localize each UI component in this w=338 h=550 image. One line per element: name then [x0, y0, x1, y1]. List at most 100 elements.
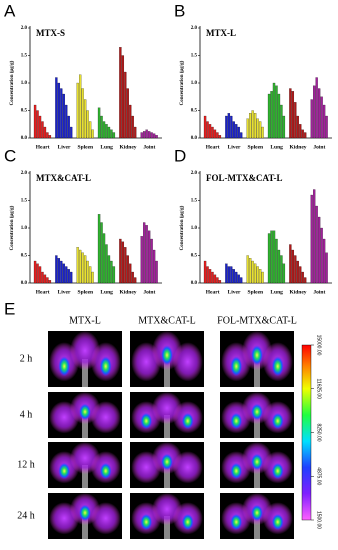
colorbar-tick-label: 8250.00	[316, 423, 322, 441]
bar	[129, 104, 132, 139]
colorbar	[301, 344, 312, 521]
bar	[119, 238, 122, 284]
bar	[150, 238, 153, 284]
x-tick-label: Joint	[313, 144, 325, 150]
x-tick-label: Spleen	[248, 289, 264, 295]
bar	[57, 258, 61, 284]
hotspot	[99, 462, 112, 480]
bar	[38, 266, 42, 284]
bar	[275, 85, 278, 139]
bar	[211, 126, 214, 139]
hotspot	[251, 345, 263, 366]
bar	[91, 129, 94, 139]
y-tick-label: 1.0	[191, 226, 198, 231]
colorbar-tick-label: 11625.00	[316, 379, 322, 400]
bar	[322, 104, 326, 139]
bar	[76, 82, 79, 139]
bar	[60, 260, 63, 284]
x-tick-label: Joint	[143, 144, 155, 150]
y-tick-label: 2.0	[191, 171, 198, 176]
bar	[110, 260, 113, 284]
bar	[145, 129, 148, 139]
bar	[213, 129, 217, 139]
bar	[55, 77, 58, 139]
bar	[100, 115, 103, 139]
bar	[129, 263, 132, 284]
bar	[261, 126, 264, 139]
hotspot	[230, 412, 243, 430]
x-tick-label: Liver	[228, 144, 241, 150]
bar	[227, 113, 231, 139]
bar	[112, 266, 116, 284]
y-tick-label: 1.5	[191, 54, 198, 59]
hotspot	[79, 403, 91, 421]
bar	[277, 93, 281, 139]
bar	[299, 266, 302, 284]
y-tick-label: 1.5	[21, 199, 28, 204]
bar	[280, 255, 283, 284]
bar	[267, 93, 271, 139]
bar	[131, 115, 134, 139]
bar	[46, 132, 49, 139]
bar	[140, 236, 143, 284]
bar	[65, 266, 68, 284]
bar	[203, 115, 207, 139]
y-tick-label: 0.5	[191, 109, 198, 114]
fluorescence-image	[130, 392, 204, 438]
bar	[275, 238, 278, 284]
panel-letter: B	[174, 1, 185, 20]
tail	[164, 465, 170, 488]
bar	[206, 121, 209, 139]
bar	[225, 263, 228, 284]
bar	[227, 266, 231, 284]
bar	[230, 266, 233, 284]
bar	[267, 233, 271, 284]
bar	[124, 247, 127, 284]
hotspot	[58, 356, 71, 377]
y-tick-label: 0.0	[21, 281, 28, 286]
bar	[272, 82, 276, 139]
tail	[254, 516, 260, 539]
bar	[67, 269, 70, 284]
y-tick-label: 0.0	[21, 136, 28, 141]
glow	[172, 451, 203, 484]
bar	[97, 107, 101, 139]
fluorescence-image	[220, 493, 294, 539]
bar	[147, 230, 151, 284]
fluorescence-image	[130, 442, 204, 488]
hotspot	[271, 513, 284, 531]
bar	[48, 135, 52, 139]
bar	[83, 255, 87, 284]
bar	[253, 263, 257, 284]
hotspot	[230, 356, 243, 377]
x-tick-label: Lung	[100, 289, 113, 295]
bar	[320, 227, 323, 284]
tail	[164, 415, 170, 438]
hotspot	[251, 453, 263, 471]
x-tick-label: Kidney	[289, 144, 306, 150]
bar	[43, 126, 47, 139]
hotspot	[271, 412, 284, 430]
hotspot	[79, 504, 91, 522]
bar	[86, 110, 89, 139]
tail	[82, 516, 88, 539]
bar	[218, 135, 222, 139]
bar	[102, 121, 106, 139]
y-axis-label: Concentration (μg/g)	[10, 205, 15, 250]
y-tick-label: 0.0	[191, 136, 198, 141]
chart-title: MTX-L	[206, 28, 236, 38]
tail	[164, 516, 170, 539]
bar	[289, 88, 292, 139]
bar	[152, 133, 156, 139]
x-tick-label: Joint	[313, 289, 325, 295]
x-tick-label: Heart	[206, 289, 220, 295]
bar	[313, 189, 316, 284]
bar	[105, 244, 108, 284]
panel-letter: E	[4, 299, 15, 318]
bar	[88, 266, 92, 284]
bar	[213, 274, 217, 284]
bar	[46, 277, 49, 284]
bar	[258, 121, 262, 139]
bar	[43, 274, 47, 284]
y-tick-label: 0.5	[191, 254, 198, 259]
